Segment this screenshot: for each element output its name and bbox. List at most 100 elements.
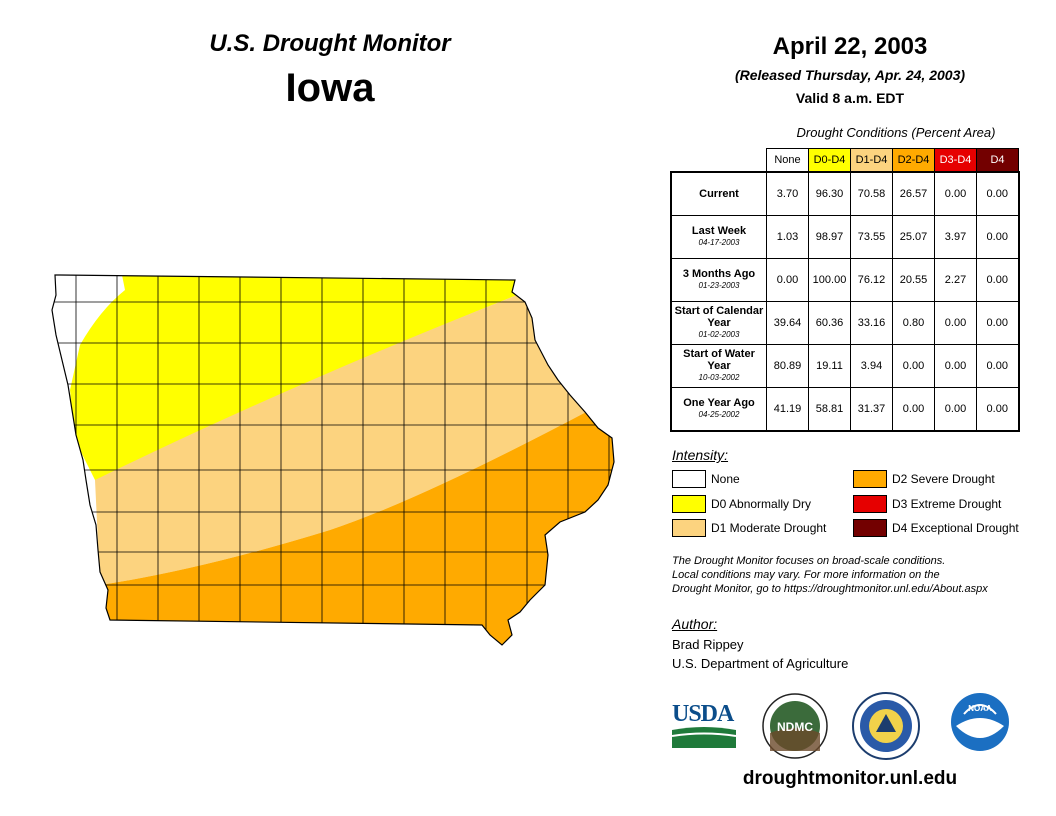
table-cell: 31.37 bbox=[850, 387, 893, 432]
table-cell: 80.89 bbox=[766, 344, 809, 388]
row-date: 01-02-2003 bbox=[698, 330, 740, 339]
table-cell: 0.00 bbox=[976, 215, 1020, 259]
table-cell: 2.27 bbox=[934, 258, 977, 302]
release-date: (Released Thursday, Apr. 24, 2003) bbox=[734, 67, 966, 83]
table-cell: 0.80 bbox=[892, 301, 935, 345]
row-date: 04-17-2003 bbox=[698, 238, 740, 247]
col-header-d0-d4: D0-D4 bbox=[808, 148, 851, 173]
ndmc-logo: NDMC bbox=[762, 693, 828, 759]
iowa-drought-map bbox=[51, 274, 615, 646]
table-cell: 96.30 bbox=[808, 171, 851, 216]
col-header-d2-d4: D2-D4 bbox=[892, 148, 935, 173]
table-cell: 3.94 bbox=[850, 344, 893, 388]
legend-label: D4 Exceptional Drought bbox=[892, 521, 1019, 535]
table-row: Current 3.70 96.30 70.58 26.57 0.00 0.00 bbox=[670, 171, 1020, 216]
table-cell: 41.19 bbox=[766, 387, 809, 432]
table-cell: 0.00 bbox=[976, 387, 1020, 432]
legend-title: Intensity: bbox=[672, 447, 729, 463]
table-cell: 0.00 bbox=[766, 258, 809, 302]
table-cell: 0.00 bbox=[934, 301, 977, 345]
note-line: The Drought Monitor focuses on broad-sca… bbox=[672, 555, 946, 567]
legend-label: D2 Severe Drought bbox=[892, 472, 995, 486]
usda-logo: USDA bbox=[671, 701, 737, 748]
table-cell: 0.00 bbox=[976, 301, 1020, 345]
table-cell: 39.64 bbox=[766, 301, 809, 345]
table-cell: 3.97 bbox=[934, 215, 977, 259]
row-date: 01-23-2003 bbox=[698, 281, 740, 290]
table-cell: 60.36 bbox=[808, 301, 851, 345]
legend-swatch-d0 bbox=[672, 495, 706, 513]
table-cell: 20.55 bbox=[892, 258, 935, 302]
row-header: Start of Water Year 10-03-2002 bbox=[670, 344, 767, 388]
row-date: 10-03-2002 bbox=[698, 373, 740, 382]
legend-swatch-none bbox=[672, 470, 706, 488]
table-cell: 0.00 bbox=[934, 387, 977, 432]
row-label: Current bbox=[699, 188, 739, 200]
table-cell: 76.12 bbox=[850, 258, 893, 302]
commerce-seal-icon bbox=[852, 692, 920, 760]
table-cell: 33.16 bbox=[850, 301, 893, 345]
map-date: April 22, 2003 bbox=[772, 33, 928, 60]
table-row: Start of Water Year 10-03-2002 80.89 19.11 3… bbox=[670, 344, 1020, 388]
row-label: Start of Calendar Year bbox=[674, 305, 764, 329]
legend-label: D1 Moderate Drought bbox=[711, 521, 827, 535]
noaa-logo-text: NOAA bbox=[968, 704, 992, 713]
table-cell: 26.57 bbox=[892, 171, 935, 216]
author-org: U.S. Department of Agriculture bbox=[672, 656, 849, 671]
table-cell: 98.97 bbox=[808, 215, 851, 259]
legend-swatch-d3 bbox=[853, 495, 887, 513]
table-cell: 0.00 bbox=[934, 171, 977, 216]
table-cell: 0.00 bbox=[976, 171, 1020, 216]
note-line: Drought Monitor, go to https://droughtmo… bbox=[672, 583, 988, 595]
table-corner bbox=[671, 149, 767, 173]
legend-swatch-d2 bbox=[853, 470, 887, 488]
drought-monitor-note: The Drought Monitor focuses on broad-sca… bbox=[672, 554, 1052, 596]
table-header-row: None D0-D4 D1-D4 D2-D4 D3-D4 D4 bbox=[671, 148, 1019, 173]
table-row: 3 Months Ago 01-23-2003 0.00 100.00 76.12 20.… bbox=[670, 258, 1020, 302]
website-link[interactable]: droughtmonitor.unl.edu bbox=[742, 768, 958, 789]
state-outline bbox=[51, 274, 615, 646]
table-row: Start of Calendar Year 01-02-2003 39.64 60.… bbox=[670, 301, 1020, 345]
row-header: Last Week 04-17-2003 bbox=[670, 215, 767, 259]
table-cell: 0.00 bbox=[892, 344, 935, 388]
author-name: Brad Rippey bbox=[672, 637, 744, 652]
row-label: Start of Water Year bbox=[683, 348, 755, 372]
row-header: Current bbox=[670, 171, 767, 216]
state-name: Iowa bbox=[285, 66, 375, 110]
col-header-d3-d4: D3-D4 bbox=[934, 148, 977, 173]
table-cell: 0.00 bbox=[934, 344, 977, 388]
col-header-d1-d4: D1-D4 bbox=[850, 148, 893, 173]
row-label: 3 Months Ago bbox=[682, 268, 756, 280]
legend-label: D0 Abnormally Dry bbox=[711, 497, 812, 511]
table-cell: 25.07 bbox=[892, 215, 935, 259]
row-header: One Year Ago 04-25-2002 bbox=[670, 387, 767, 432]
county-lines bbox=[52, 275, 614, 645]
drought-areas bbox=[52, 275, 614, 645]
table-cell: 1.03 bbox=[766, 215, 809, 259]
col-header-d4: D4 bbox=[976, 148, 1019, 173]
table-cell: 3.70 bbox=[766, 171, 809, 216]
legend-swatch-d4 bbox=[853, 519, 887, 537]
valid-time: Valid 8 a.m. EDT bbox=[795, 90, 905, 106]
usda-swoosh-icon bbox=[671, 727, 737, 748]
row-label: One Year Ago bbox=[683, 397, 755, 409]
legend-label: D3 Extreme Drought bbox=[892, 497, 1002, 511]
map-title: U.S. Drought Monitor bbox=[209, 30, 451, 57]
ndmc-logo-text: NDMC bbox=[777, 720, 813, 734]
drought-conditions-table: None D0-D4 D1-D4 D2-D4 D3-D4 D4 Current 3… bbox=[670, 148, 1020, 432]
col-header-none: None bbox=[766, 148, 809, 173]
legend-label: None bbox=[711, 472, 740, 486]
usda-logo-text: USDA bbox=[672, 701, 734, 727]
table-cell: 19.11 bbox=[808, 344, 851, 388]
table-row: One Year Ago 04-25-2002 41.19 58.81 31.37 0.0… bbox=[670, 387, 1020, 432]
table-cell: 58.81 bbox=[808, 387, 851, 432]
table-cell: 73.55 bbox=[850, 215, 893, 259]
table-row: Last Week 04-17-2003 1.03 98.97 73.55 25.07 3.… bbox=[670, 215, 1020, 259]
table-cell: 0.00 bbox=[892, 387, 935, 432]
legend-swatch-d1 bbox=[672, 519, 706, 537]
noaa-logo: NOAA bbox=[951, 693, 1009, 751]
row-header: Start of Calendar Year 01-02-2003 bbox=[670, 301, 767, 345]
table-cell: 0.00 bbox=[976, 344, 1020, 388]
table-cell: 0.00 bbox=[976, 258, 1020, 302]
note-line: Local conditions may vary. For more info… bbox=[672, 569, 940, 581]
